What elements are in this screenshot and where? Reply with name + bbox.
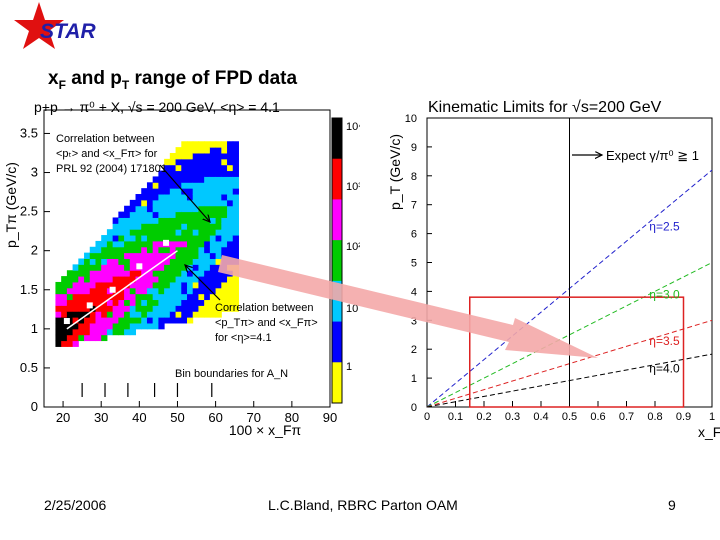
footer-center: L.C.Bland, RBRC Parton OAM [268, 497, 458, 513]
footer-date: 2/25/2006 [44, 497, 106, 513]
pink-arrow-shape [218, 255, 598, 358]
footer-page-number: 9 [668, 497, 676, 513]
